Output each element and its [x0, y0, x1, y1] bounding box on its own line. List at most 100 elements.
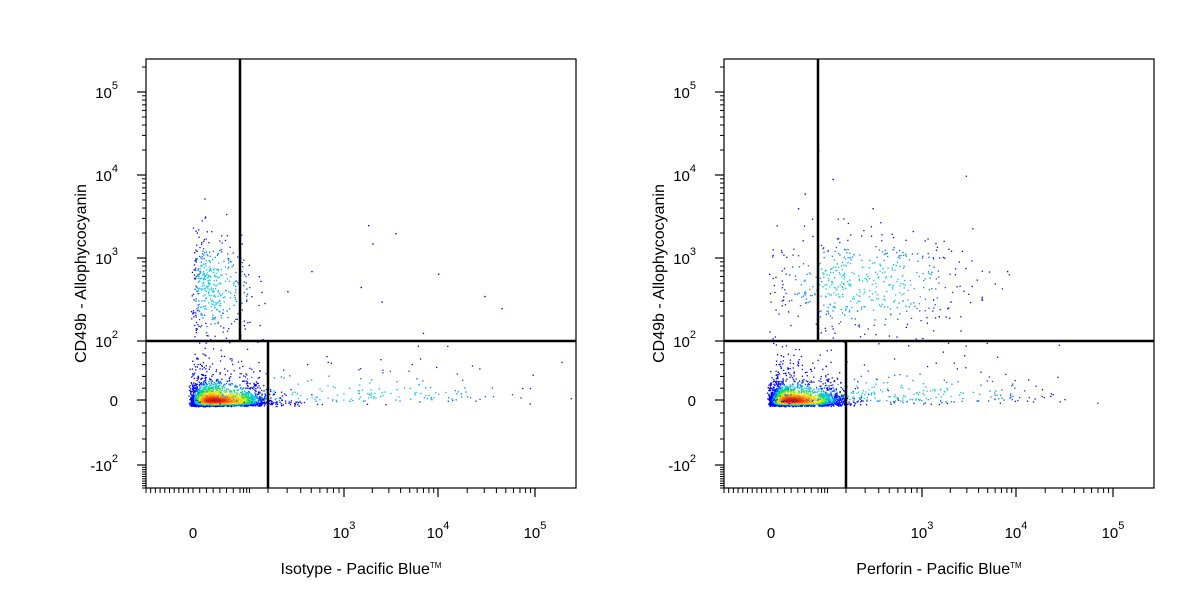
event-dot	[242, 399, 244, 401]
event-dot	[793, 372, 795, 374]
event-dot	[223, 400, 226, 402]
event-dot	[786, 378, 788, 380]
event-dot	[236, 405, 238, 407]
event-dot	[208, 396, 210, 398]
event-dot	[199, 278, 202, 280]
event-dot	[210, 402, 212, 404]
event-dot	[836, 401, 838, 403]
event-dot	[212, 314, 214, 316]
event-dot	[300, 394, 302, 397]
event-dot	[418, 383, 420, 386]
event-dot	[249, 387, 251, 389]
event-dot	[230, 400, 232, 402]
event-dot	[780, 392, 782, 395]
event-dot	[273, 377, 276, 379]
event-dot	[197, 269, 199, 271]
event-dot	[803, 392, 805, 394]
event-dot	[451, 398, 453, 400]
event-dot	[300, 402, 303, 404]
event-dot	[227, 401, 230, 403]
event-dot	[231, 402, 233, 404]
event-dot	[260, 404, 263, 406]
event-dot	[223, 301, 225, 303]
event-dot	[841, 403, 844, 405]
event-dot	[794, 387, 796, 389]
event-dot	[824, 327, 826, 329]
event-dot	[296, 393, 298, 395]
event-dot	[212, 387, 214, 389]
event-dot	[251, 396, 254, 398]
event-dot	[204, 392, 206, 394]
event-dot	[216, 401, 218, 403]
event-dot	[206, 285, 208, 288]
event-dot	[410, 398, 412, 400]
event-dot	[251, 387, 253, 389]
event-dot	[253, 403, 255, 405]
event-dot	[222, 403, 224, 405]
event-dot	[209, 406, 211, 408]
event-dot	[229, 384, 231, 386]
event-dot	[195, 388, 198, 390]
event-dot	[208, 383, 210, 385]
event-dot	[278, 399, 281, 402]
event-dot	[408, 370, 410, 372]
event-dot	[215, 285, 217, 287]
event-dot	[258, 304, 260, 307]
event-dot	[399, 400, 401, 402]
event-dot	[457, 391, 459, 393]
event-dot	[213, 290, 215, 293]
event-dot	[192, 387, 195, 389]
event-dot	[215, 397, 217, 400]
event-dot	[854, 402, 857, 405]
event-dot	[830, 398, 832, 401]
event-dot	[226, 394, 228, 396]
event-dot	[828, 385, 830, 387]
event-dot	[775, 344, 777, 346]
event-dot	[232, 390, 235, 392]
event-dot	[335, 399, 337, 402]
event-dot	[835, 393, 837, 395]
event-dot	[222, 395, 224, 397]
event-dot	[208, 380, 210, 383]
event-dot	[255, 396, 257, 398]
event-dot	[436, 366, 438, 369]
event-dot	[224, 368, 226, 370]
event-dot	[221, 242, 223, 244]
event-dot	[196, 258, 198, 260]
event-dot	[250, 404, 252, 406]
event-dot	[258, 362, 260, 364]
event-dot	[241, 243, 243, 245]
event-dot	[197, 363, 199, 366]
event-dot	[190, 398, 192, 400]
event-dot	[833, 395, 835, 398]
event-dot	[237, 402, 239, 404]
event-dot	[193, 377, 195, 380]
event-dot	[810, 388, 812, 390]
event-dot	[257, 400, 259, 402]
event-dot	[254, 390, 256, 392]
event-dot	[808, 394, 811, 396]
y-tick-label: 104	[95, 163, 118, 185]
event-dot	[826, 379, 828, 381]
event-dot	[255, 404, 257, 406]
event-dot	[191, 318, 193, 320]
event-dot	[785, 345, 788, 347]
event-dot	[195, 277, 197, 279]
event-dot	[196, 390, 198, 393]
event-dot	[210, 395, 212, 397]
event-dot	[829, 393, 831, 395]
event-dot	[197, 291, 199, 293]
event-dot	[256, 397, 258, 399]
event-dot	[195, 258, 197, 260]
event-dot	[218, 403, 220, 405]
event-dot	[212, 383, 214, 386]
event-dot	[216, 386, 218, 388]
event-dot	[212, 291, 214, 293]
event-dot	[815, 400, 817, 402]
event-dot	[197, 304, 199, 306]
event-dot	[196, 383, 198, 385]
event-dot	[259, 402, 261, 404]
event-dot	[818, 401, 821, 403]
event-dot	[805, 402, 807, 404]
event-dot	[214, 307, 216, 309]
